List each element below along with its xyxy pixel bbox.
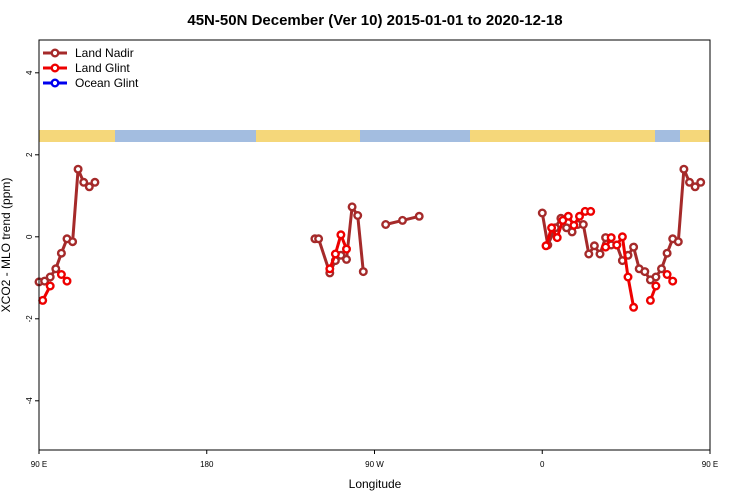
y-tick-label-2: 0 bbox=[25, 234, 34, 239]
data-point-0-1-8 bbox=[358, 267, 368, 277]
x-axis-label: Longitude bbox=[349, 477, 402, 491]
data-point-1-0-0 bbox=[38, 295, 48, 305]
data-point-1-2-3 bbox=[342, 244, 352, 254]
data-point-0-1-5 bbox=[342, 254, 352, 264]
map-strip-land-3 bbox=[680, 130, 710, 142]
data-point-0-0-2 bbox=[45, 272, 55, 282]
x-tick-label-0: 90 E bbox=[31, 460, 47, 469]
legend-label-2: Ocean Glint bbox=[75, 76, 139, 90]
x-tick-label-1: 180 bbox=[200, 460, 214, 469]
data-point-0-3-20 bbox=[651, 272, 661, 282]
data-point-1-3-0 bbox=[541, 241, 551, 251]
data-point-0-3-25 bbox=[679, 164, 689, 174]
data-point-1-7-0 bbox=[662, 270, 672, 280]
data-point-1-3-6 bbox=[575, 211, 585, 221]
x-tick-label-4: 90 E bbox=[702, 460, 718, 469]
data-point-1-7-1 bbox=[668, 276, 678, 286]
data-point-1-4-1 bbox=[606, 233, 616, 243]
data-point-0-3-16 bbox=[629, 242, 639, 252]
data-point-0-3-24 bbox=[673, 237, 683, 247]
legend-marker-1 bbox=[50, 63, 60, 73]
data-point-1-1-1 bbox=[62, 276, 72, 286]
data-point-1-2-1 bbox=[330, 249, 340, 259]
data-point-1-5-3 bbox=[629, 302, 639, 312]
data-point-0-2-1 bbox=[398, 215, 408, 225]
data-point-1-6-0 bbox=[645, 295, 655, 305]
data-point-1-1-0 bbox=[56, 270, 66, 280]
data-point-0-0-7 bbox=[73, 164, 83, 174]
y-tick-label-3: 2 bbox=[25, 152, 34, 157]
data-point-0-3-10 bbox=[595, 249, 605, 259]
data-point-0-3-7 bbox=[578, 219, 588, 229]
data-point-1-0-1 bbox=[45, 281, 55, 291]
y-tick-label-4: 4 bbox=[25, 70, 34, 75]
legend-label-1: Land Glint bbox=[75, 61, 130, 75]
data-point-1-3-5 bbox=[569, 220, 579, 230]
data-point-0-1-1 bbox=[314, 234, 324, 244]
data-point-0-0-4 bbox=[56, 248, 66, 258]
data-point-0-0-8 bbox=[79, 177, 89, 187]
map-strip-land-0 bbox=[39, 130, 115, 142]
data-point-1-3-3 bbox=[558, 215, 568, 225]
data-point-0-3-18 bbox=[640, 267, 650, 277]
x-axis-ticks: 90 E 180 90 W 0 90 E bbox=[31, 450, 718, 469]
data-point-0-3-0 bbox=[537, 208, 547, 218]
series-line-1-2 bbox=[328, 233, 348, 270]
data-point-0-3-26 bbox=[685, 177, 695, 187]
chart-title: 45N-50N December (Ver 10) 2015-01-01 to … bbox=[187, 12, 562, 29]
data-point-0-3-8 bbox=[584, 249, 594, 259]
data-point-0-3-4 bbox=[562, 223, 572, 233]
y-axis-ticks: -4 -2 0 2 4 bbox=[25, 70, 39, 404]
data-point-0-0-9 bbox=[84, 182, 94, 192]
x-tick-label-3: 0 bbox=[540, 460, 545, 469]
y-tick-label-0: -4 bbox=[25, 397, 34, 405]
data-point-0-0-6 bbox=[68, 237, 78, 247]
map-strip bbox=[39, 130, 710, 142]
data-point-0-2-2 bbox=[414, 211, 424, 221]
data-point-0-3-21 bbox=[657, 264, 667, 274]
series-line-1-5 bbox=[615, 235, 636, 308]
data-point-1-5-0 bbox=[612, 240, 622, 250]
data-point-0-1-6 bbox=[347, 202, 357, 212]
x-tick-label-2: 90 W bbox=[365, 460, 384, 469]
legend-label-0: Land Nadir bbox=[75, 46, 134, 60]
data-point-0-3-9 bbox=[589, 241, 599, 251]
data-point-1-3-2 bbox=[552, 233, 562, 243]
data-point-1-5-2 bbox=[623, 272, 633, 282]
map-strip-land-2 bbox=[470, 130, 655, 142]
map-strip-land-1 bbox=[256, 130, 360, 142]
data-point-0-1-7 bbox=[353, 210, 363, 220]
data-point-0-0-10 bbox=[90, 177, 100, 187]
data-point-1-4-0 bbox=[601, 242, 611, 252]
data-point-1-3-4 bbox=[563, 211, 573, 221]
legend-marker-0 bbox=[50, 48, 60, 58]
data-point-1-2-0 bbox=[325, 264, 335, 274]
data-point-0-2-0 bbox=[381, 219, 391, 229]
data-point-0-3-28 bbox=[696, 177, 706, 187]
data-point-1-2-2 bbox=[336, 230, 346, 240]
data-point-0-0-1 bbox=[40, 276, 50, 286]
data-point-1-3-8 bbox=[586, 206, 596, 216]
data-point-1-3-1 bbox=[547, 223, 557, 233]
data-point-1-5-1 bbox=[617, 232, 627, 242]
y-axis-label: XCO2 - MLO trend (ppm) bbox=[0, 178, 13, 313]
series-layer bbox=[34, 164, 706, 312]
data-point-0-0-3 bbox=[51, 264, 61, 274]
legend-marker-2 bbox=[50, 78, 60, 88]
data-point-0-3-22 bbox=[662, 248, 672, 258]
data-point-1-6-1 bbox=[651, 281, 661, 291]
y-tick-label-1: -2 bbox=[25, 315, 34, 323]
data-point-0-3-27 bbox=[690, 182, 700, 192]
